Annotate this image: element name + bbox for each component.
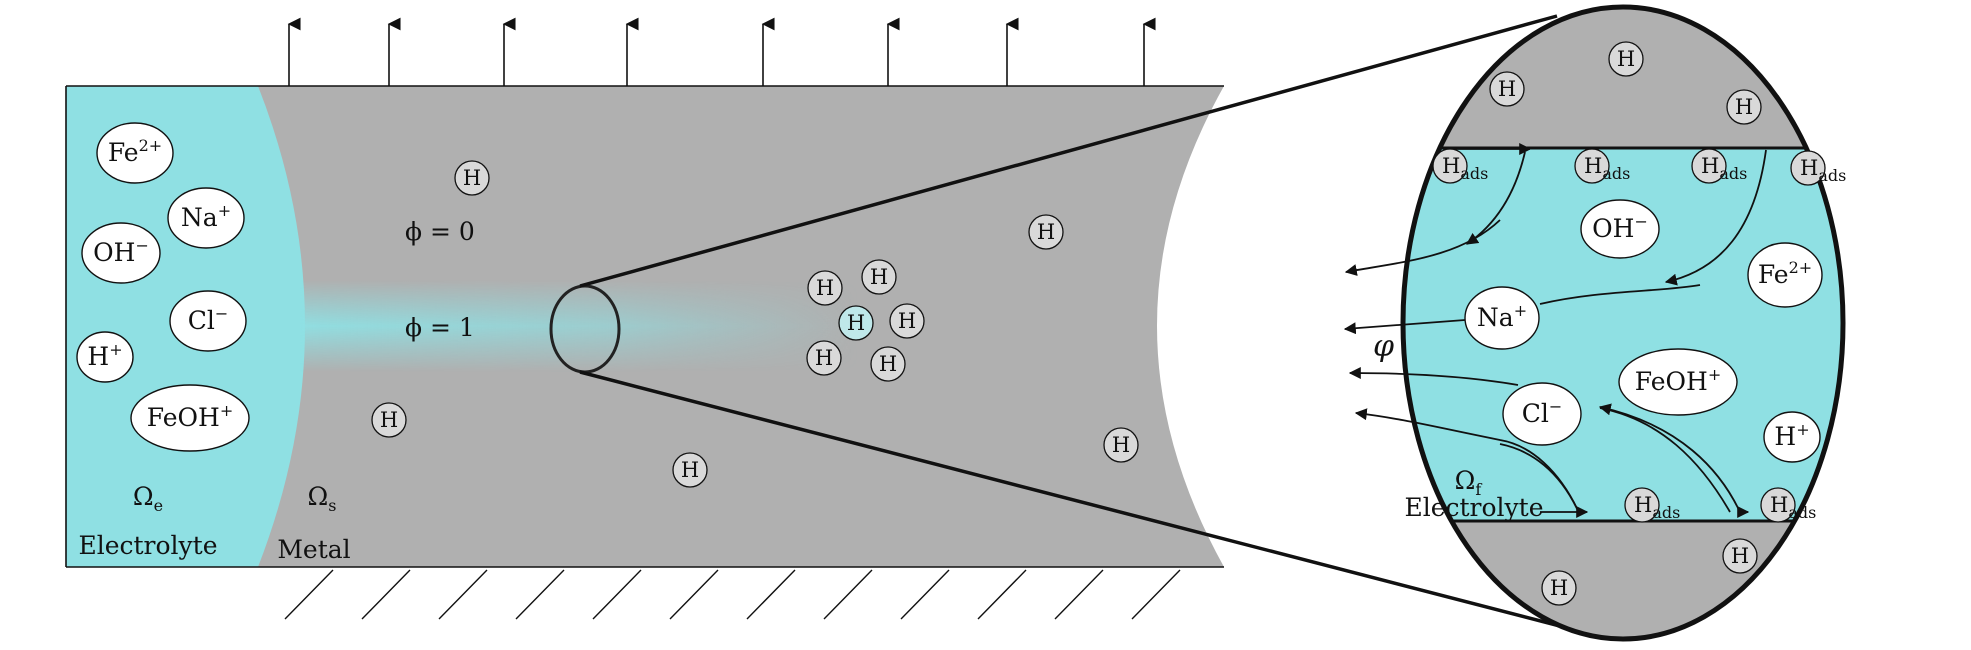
zoom-line-bottom bbox=[579, 370, 1584, 634]
svg-text:Fe2+: Fe2+ bbox=[108, 136, 162, 167]
hydrogen-atom: H bbox=[889, 303, 925, 339]
svg-text:Na+: Na+ bbox=[181, 201, 231, 232]
svg-text:FeOH+: FeOH+ bbox=[1635, 365, 1721, 396]
svg-text:H: H bbox=[815, 346, 833, 370]
svg-text:H+: H+ bbox=[87, 340, 122, 371]
svg-text:Hads: Hads bbox=[1770, 493, 1816, 522]
ion-hplus: H+ bbox=[76, 331, 134, 383]
zoom-flow-arrows bbox=[1343, 143, 1767, 518]
phi-1-label: ϕ = 1 bbox=[405, 313, 475, 342]
electrolyte-label: Electrolyte bbox=[78, 531, 217, 560]
svg-text:H: H bbox=[1037, 220, 1055, 244]
zoom-hydrogen-atoms: H H H H H bbox=[1489, 41, 1762, 606]
hydrogen-atom: H bbox=[1541, 570, 1577, 606]
flow-arrow bbox=[1344, 219, 1501, 276]
svg-text:H: H bbox=[816, 276, 834, 300]
svg-text:Na+: Na+ bbox=[1477, 301, 1527, 332]
ion-ohminus: OH− bbox=[81, 222, 161, 284]
omega-s-label: Ωs bbox=[308, 482, 337, 515]
potential-label: φ bbox=[1373, 329, 1394, 364]
zoom-line-top bbox=[579, 14, 1558, 288]
ion-feohplus: FeOH+ bbox=[130, 384, 250, 452]
phase-field-crack bbox=[300, 280, 860, 372]
h-ads-atom: Hads bbox=[1624, 487, 1680, 523]
flow-arrow bbox=[1499, 443, 1581, 516]
phi-0-label: ϕ = 0 bbox=[405, 217, 475, 246]
svg-text:H: H bbox=[870, 265, 888, 289]
hydrogen-atom: H bbox=[838, 305, 874, 341]
h-ads-atom: Hads bbox=[1790, 150, 1846, 186]
svg-text:H: H bbox=[463, 166, 481, 190]
load-arrows bbox=[287, 17, 1156, 86]
zoom-ion-naplus: Na+ bbox=[1464, 286, 1540, 350]
flow-arrow bbox=[1539, 284, 1701, 305]
zoom-circle-border bbox=[1400, 4, 1846, 642]
svg-text:Hads: Hads bbox=[1701, 154, 1747, 183]
hydrogen-atom: H bbox=[870, 346, 906, 382]
zoom-ion-feohplus: FeOH+ bbox=[1618, 348, 1738, 416]
svg-text:H: H bbox=[1731, 544, 1749, 568]
svg-text:H+: H+ bbox=[1774, 420, 1809, 451]
h-ads-atom: Hads bbox=[1432, 148, 1488, 184]
svg-text:Fe2+: Fe2+ bbox=[1758, 258, 1812, 289]
flow-arrow bbox=[1664, 149, 1767, 286]
h-ads-atom: Hads bbox=[1574, 148, 1630, 184]
svg-text:H: H bbox=[1617, 47, 1635, 71]
svg-text:Hads: Hads bbox=[1442, 154, 1488, 183]
hydrogen-atom: H bbox=[1726, 89, 1762, 125]
ion-clminus: Cl− bbox=[169, 290, 247, 352]
zoom-ion-ohminus: OH− bbox=[1580, 199, 1660, 259]
hydrogen-atom: H bbox=[1028, 214, 1064, 250]
metal-label: Metal bbox=[277, 535, 350, 564]
zoom-ion-clminus: Cl− bbox=[1502, 382, 1582, 446]
flow-arrow bbox=[1599, 407, 1731, 513]
svg-text:H: H bbox=[898, 309, 916, 333]
hydrogen-atom: H bbox=[672, 452, 708, 488]
svg-text:Hads: Hads bbox=[1634, 493, 1680, 522]
svg-text:H: H bbox=[1550, 576, 1568, 600]
svg-text:OH−: OH− bbox=[93, 236, 149, 267]
h-ads-atom: Hads bbox=[1691, 148, 1747, 184]
hydrogen-atom: H bbox=[371, 402, 407, 438]
omega-f-label: Ωf bbox=[1455, 466, 1483, 499]
hydrogen-atom: H bbox=[1489, 71, 1525, 107]
fixed-support bbox=[284, 569, 1181, 620]
svg-text:H: H bbox=[380, 408, 398, 432]
h-ads-atoms: Hads Hads Hads Hads Hads Hads bbox=[1432, 148, 1846, 523]
flow-arrow bbox=[1598, 403, 1741, 513]
zoom-ion-fe2plus: Fe2+ bbox=[1747, 242, 1823, 308]
svg-text:OH−: OH− bbox=[1592, 212, 1648, 243]
svg-text:H: H bbox=[1498, 77, 1516, 101]
hydrogen-atom: H bbox=[807, 270, 843, 306]
omega-e-label: Ωe bbox=[133, 482, 163, 515]
svg-text:Hads: Hads bbox=[1584, 154, 1630, 183]
flow-arrow bbox=[1343, 319, 1466, 335]
hydrogen-atom: H bbox=[1608, 41, 1644, 77]
svg-text:H: H bbox=[879, 352, 897, 376]
hydrogen-atom: H bbox=[1103, 427, 1139, 463]
zoom-electrolyte-label: Electrolyte bbox=[1404, 493, 1543, 522]
svg-text:H: H bbox=[1735, 95, 1753, 119]
hydrogen-atom: H bbox=[861, 259, 897, 295]
svg-text:H: H bbox=[847, 311, 865, 335]
svg-text:H: H bbox=[681, 458, 699, 482]
hydrogen-atom: H bbox=[1722, 538, 1758, 574]
flow-arrow bbox=[1348, 367, 1519, 386]
zoom-ion-hplus: H+ bbox=[1763, 411, 1821, 463]
ion-fe2plus: Fe2+ bbox=[96, 122, 174, 184]
svg-text:H: H bbox=[1112, 433, 1130, 457]
svg-text:Cl−: Cl− bbox=[188, 304, 229, 335]
zoom-view bbox=[1403, 7, 1843, 639]
ion-naplus: Na+ bbox=[167, 187, 245, 249]
hydrogen-atom: H bbox=[454, 160, 490, 196]
svg-text:FeOH+: FeOH+ bbox=[147, 401, 233, 432]
hydrogen-atom: H bbox=[806, 340, 842, 376]
svg-text:Hads: Hads bbox=[1800, 156, 1846, 185]
svg-text:Cl−: Cl− bbox=[1522, 397, 1563, 428]
h-ads-atom: Hads bbox=[1760, 487, 1816, 523]
